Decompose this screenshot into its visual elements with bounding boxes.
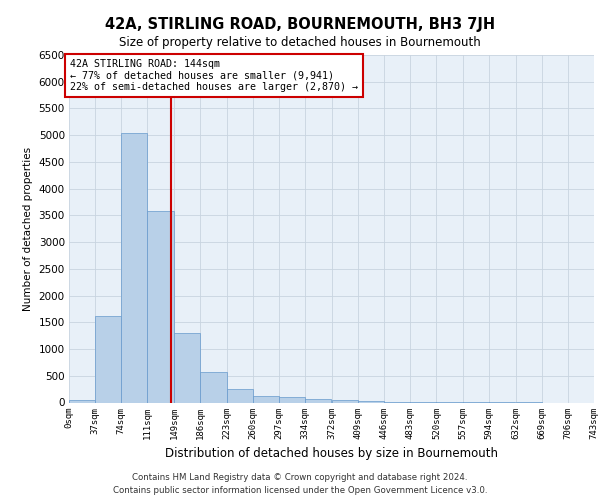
Text: 42A STIRLING ROAD: 144sqm
← 77% of detached houses are smaller (9,941)
22% of se: 42A STIRLING ROAD: 144sqm ← 77% of detac… xyxy=(70,58,358,92)
Y-axis label: Number of detached properties: Number of detached properties xyxy=(23,146,33,311)
Bar xyxy=(332,400,358,402)
Bar xyxy=(200,372,227,402)
Bar xyxy=(253,396,279,402)
Text: 42A, STIRLING ROAD, BOURNEMOUTH, BH3 7JH: 42A, STIRLING ROAD, BOURNEMOUTH, BH3 7JH xyxy=(105,18,495,32)
Text: Size of property relative to detached houses in Bournemouth: Size of property relative to detached ho… xyxy=(119,36,481,49)
Bar xyxy=(121,132,148,402)
Bar xyxy=(305,399,331,402)
Bar xyxy=(227,388,253,402)
Bar xyxy=(148,211,173,402)
Bar xyxy=(95,316,121,402)
X-axis label: Distribution of detached houses by size in Bournemouth: Distribution of detached houses by size … xyxy=(165,448,498,460)
Bar xyxy=(69,400,95,402)
Bar xyxy=(174,333,200,402)
Bar xyxy=(279,397,305,402)
Text: Contains HM Land Registry data © Crown copyright and database right 2024.
Contai: Contains HM Land Registry data © Crown c… xyxy=(113,474,487,495)
